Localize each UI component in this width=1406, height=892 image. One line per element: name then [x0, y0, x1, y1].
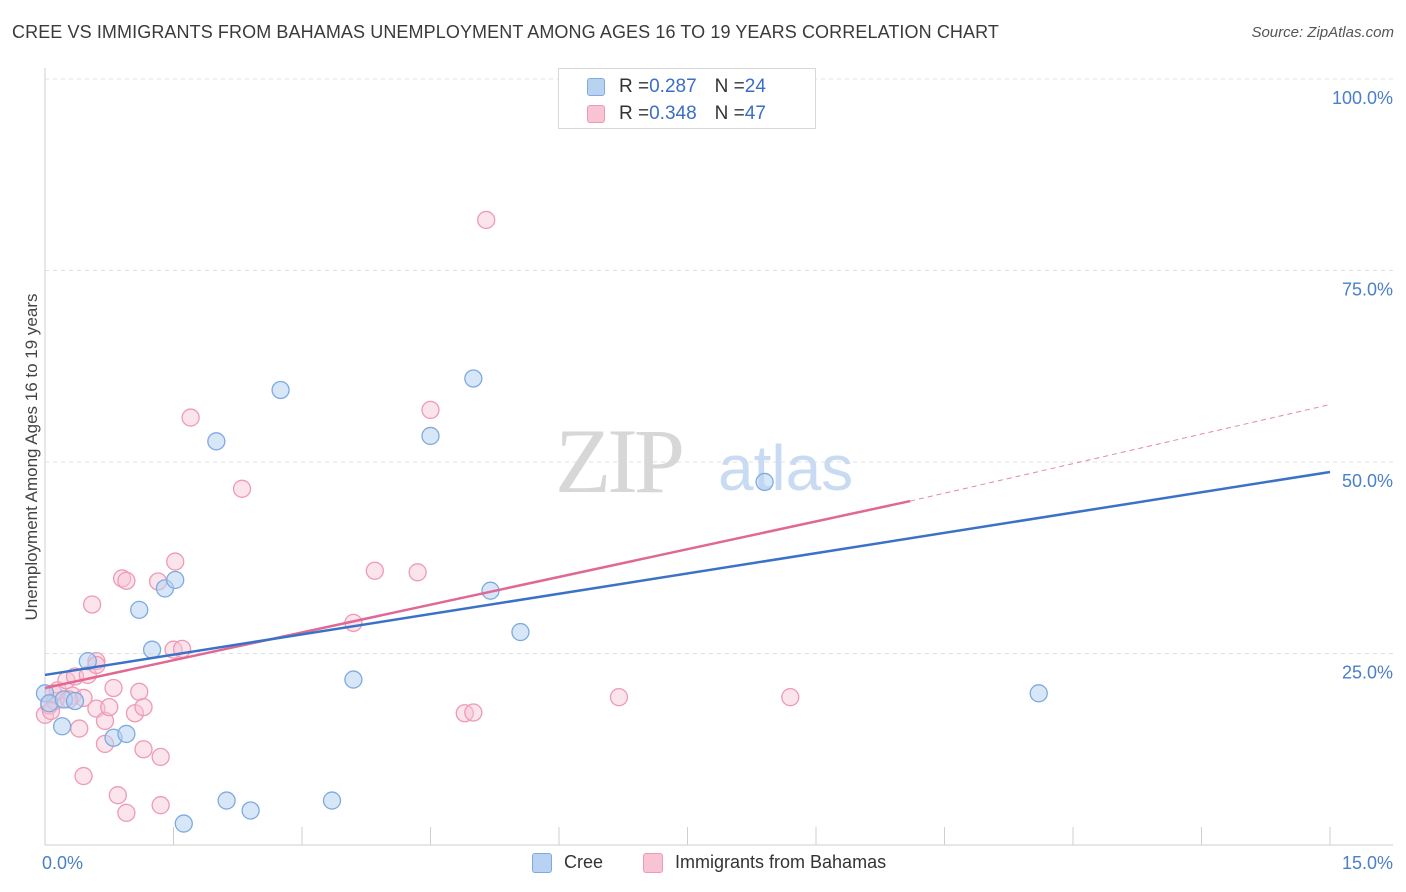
bahamas-point	[166, 552, 185, 571]
bahamas-trend-extension	[910, 404, 1331, 502]
cree-point	[1029, 684, 1048, 703]
cree-point	[511, 622, 530, 642]
bahamas-point	[108, 786, 127, 805]
bahamas-swatch	[587, 105, 605, 123]
cree-point	[241, 801, 260, 820]
y-tick-label: 50.0%	[1342, 471, 1393, 491]
bahamas-point	[151, 796, 170, 815]
bahamas-point	[421, 400, 440, 420]
bahamas-swatch	[643, 852, 664, 873]
bahamas-point	[104, 678, 123, 698]
legend-cree-label: Cree	[564, 852, 604, 872]
watermark: ZIP atlas	[555, 410, 853, 512]
bahamas-point	[74, 766, 93, 786]
cree-point	[117, 724, 136, 744]
y-tick-label: 25.0%	[1342, 663, 1393, 683]
source-label: Source: ZipAtlas.com	[1251, 24, 1394, 41]
watermark-atlas: atlas	[718, 432, 853, 504]
bahamas-point	[477, 210, 496, 230]
bahamas-point	[181, 408, 200, 427]
x-tick-label: 15.0%	[1342, 853, 1393, 873]
cree-point	[78, 652, 97, 671]
cree-point	[52, 717, 72, 736]
bahamas-point	[134, 697, 153, 717]
bahamas-point	[609, 688, 629, 707]
cree-points	[35, 369, 1048, 833]
cree-trend-line	[44, 470, 1331, 677]
bahamas-point	[117, 571, 136, 590]
bahamas-point	[134, 740, 153, 759]
cree-point	[166, 570, 185, 590]
bahamas-point	[365, 561, 384, 580]
bahamas-point	[70, 719, 89, 738]
cree-point	[217, 791, 236, 810]
legend-bahamas-label: Immigrants from Bahamas	[675, 852, 887, 872]
legend-n-label: N =	[714, 76, 745, 97]
bahamas-point	[95, 711, 115, 731]
legend-r-value: 0.287	[649, 76, 697, 97]
bahamas-point	[464, 703, 483, 722]
legend: R = 0.287 N = 24 R = 0.348 N = 47	[558, 68, 816, 129]
cree-point	[322, 791, 342, 810]
cree-point	[464, 369, 483, 388]
y-axis-title: Unemployment Among Ages 16 to 19 years	[22, 294, 41, 621]
legend-item-bahamas: Immigrants from Bahamas	[643, 852, 886, 873]
trend-lines	[44, 404, 1331, 690]
legend-r-value: 0.348	[649, 103, 697, 124]
legend-row-bahamas: R = 0.348 N = 47	[587, 103, 766, 125]
watermark-zip: ZIP	[555, 410, 682, 512]
bahamas-point	[781, 688, 800, 707]
bahamas-points	[35, 210, 800, 822]
bahamas-point	[82, 595, 102, 614]
y-tick-label: 100.0%	[1332, 88, 1393, 108]
chart-title: CREE VS IMMIGRANTS FROM BAHAMAS UNEMPLOY…	[12, 22, 1000, 42]
bahamas-point	[117, 803, 136, 822]
bahamas-trend-line	[44, 499, 911, 690]
legend-n-value: 47	[744, 103, 766, 124]
cree-point	[130, 600, 149, 619]
bottom-legend: Cree Immigrants from Bahamas	[532, 852, 926, 873]
cree-swatch	[587, 78, 605, 96]
cree-swatch	[532, 852, 552, 873]
bahamas-point	[408, 563, 427, 582]
cree-point	[142, 640, 162, 659]
cree-point	[271, 380, 290, 400]
cree-point	[207, 432, 226, 451]
bahamas-point	[151, 747, 170, 767]
cree-point	[344, 670, 363, 689]
legend-r-label: R =	[619, 76, 650, 97]
legend-n-label: N =	[714, 103, 745, 124]
legend-r-label: R =	[619, 103, 650, 124]
bahamas-point	[130, 682, 149, 701]
legend-n-value: 24	[744, 76, 766, 97]
legend-item-cree: Cree	[532, 852, 603, 873]
cree-point	[65, 691, 85, 711]
legend-row-cree: R = 0.287 N = 24	[587, 76, 766, 98]
axes	[44, 68, 1393, 846]
x-tick-label: 0.0%	[42, 853, 83, 873]
cree-point	[174, 814, 193, 833]
cree-point	[755, 472, 774, 492]
bahamas-point	[100, 697, 119, 717]
y-tick-label: 75.0%	[1342, 280, 1393, 300]
tick-labels: 25.0% 50.0% 75.0% 100.0% 0.0% 15.0%	[42, 88, 1393, 873]
cree-point	[421, 426, 440, 446]
bahamas-point	[232, 479, 252, 498]
